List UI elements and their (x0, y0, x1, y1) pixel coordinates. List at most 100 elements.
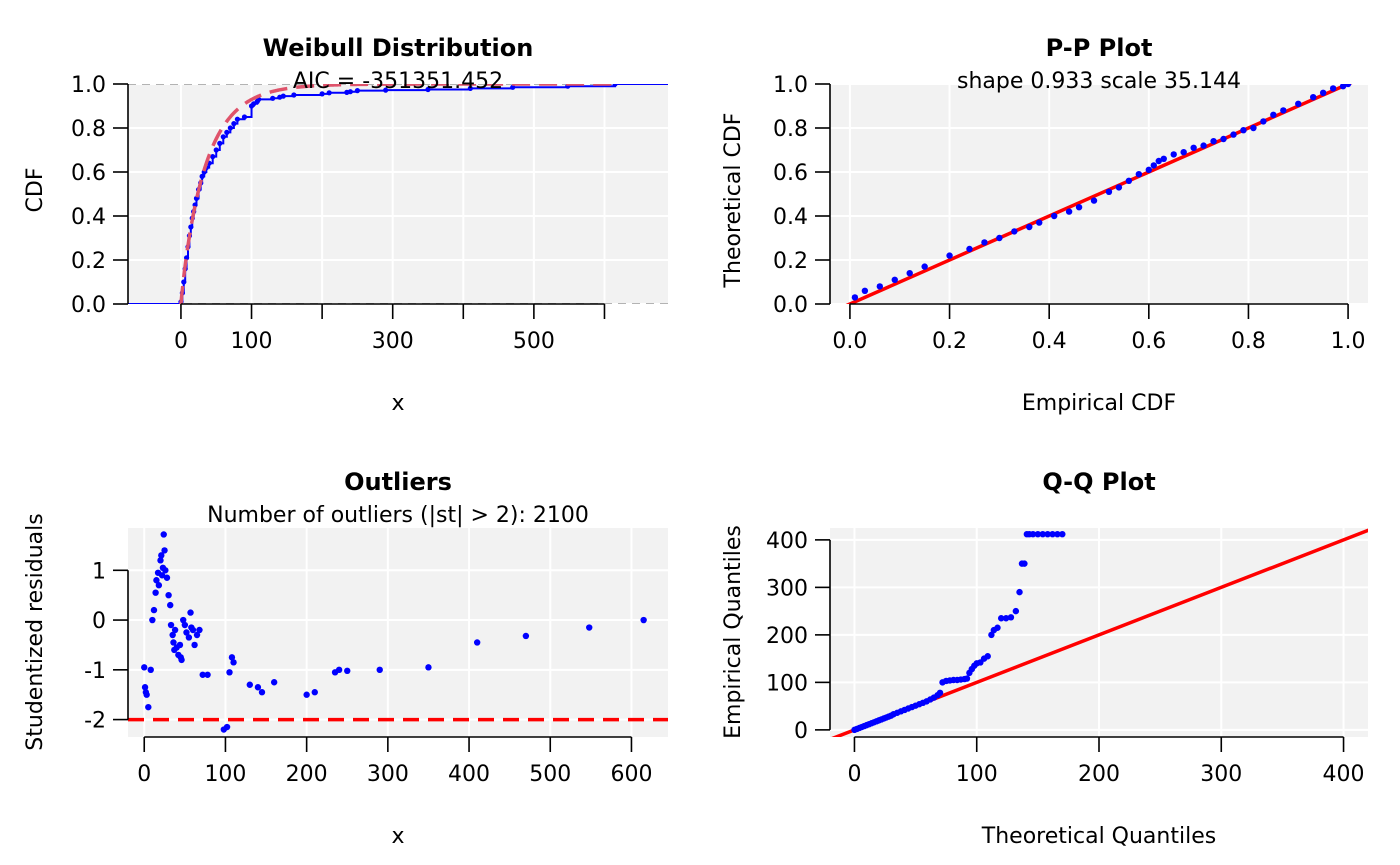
data-point (1065, 208, 1073, 215)
data-point (153, 577, 160, 584)
data-point (191, 641, 198, 649)
data-point (984, 653, 991, 660)
weibull-cdf-panel: 0 100 300 500 0.0 0.2 0.4 0.6 0.8 1.0 Weibull Dist… (23, 34, 668, 416)
data-point (169, 631, 176, 639)
data-point (1210, 138, 1217, 145)
y-tick-label: 0.8 (773, 117, 808, 142)
x-tick-label: 100 (231, 329, 273, 354)
qq-plot-panel: 0 100 200 300 400 0 100 200 300 400 Q-Q Plot Theore… (721, 468, 1368, 849)
data-point (1007, 614, 1015, 621)
data-point (1260, 118, 1267, 125)
x-tick-label: 0.2 (932, 329, 967, 354)
x-tick-label: 0 (847, 762, 861, 787)
data-point (1034, 530, 1042, 538)
x-tick-label: 300 (367, 762, 409, 787)
data-point (1011, 228, 1018, 235)
x-tick-label: 0 (174, 329, 188, 354)
reference-line (845, 84, 1353, 304)
data-point (1050, 212, 1058, 220)
axes: 0 100 200 300 400 0 100 200 300 400 (766, 529, 1365, 787)
empirical-cdf-point (347, 89, 353, 95)
y-tick-label: 1.0 (71, 73, 106, 98)
y-tick-label: 0.2 (773, 249, 808, 274)
data-point (149, 616, 156, 624)
y-axis-label: Studentized residuals (23, 513, 48, 750)
y-tick-label: 1 (92, 559, 106, 584)
x-tick-label: 100 (956, 762, 998, 787)
empirical-cdf-point (183, 255, 190, 261)
data-point (891, 276, 898, 283)
data-point (936, 689, 944, 697)
y-tick-label: 0.2 (71, 249, 106, 274)
data-point (1036, 219, 1043, 226)
data-point (1039, 530, 1046, 538)
data-point (223, 723, 231, 731)
empirical-cdf-point (217, 140, 223, 146)
data-point (178, 656, 185, 664)
x-tick-label: 400 (1323, 762, 1365, 787)
x-axis-label: x (391, 391, 404, 416)
data-point (1029, 530, 1037, 538)
data-point (376, 666, 383, 674)
data-point (1135, 171, 1143, 178)
y-tick-label: 0.4 (773, 205, 808, 230)
x-tick-label: 0.4 (1032, 329, 1067, 354)
data-point (193, 631, 201, 639)
data-point (1016, 588, 1023, 596)
data-point (160, 531, 167, 538)
data-point (1280, 107, 1287, 114)
axes: 0 100 300 500 0.0 0.2 0.4 0.6 0.8 1.0 (71, 73, 606, 354)
chart-subtitle: shape 0.933 scale 35.144 (957, 69, 1241, 94)
data-point (246, 681, 254, 688)
x-tick-label: 0 (137, 762, 151, 787)
chart-title: Outliers (344, 468, 452, 496)
x-tick-label: 0.0 (832, 329, 867, 354)
axes: 0.0 0.2 0.4 0.6 0.8 1.0 0.0 0.2 0.4 0.6 0.8 1.0 (773, 73, 1366, 354)
empirical-cdf-point (326, 90, 332, 96)
empirical-cdf-point (425, 86, 431, 93)
data-point (1115, 184, 1123, 191)
x-tick-label: 1.0 (1331, 329, 1366, 354)
data-point (335, 666, 343, 674)
data-point (183, 629, 190, 636)
data-point (851, 294, 859, 301)
y-tick-label: 0.6 (71, 161, 106, 186)
data-point (1090, 197, 1098, 204)
y-tick-label: 0 (92, 609, 106, 634)
data-point (150, 606, 158, 614)
y-axis-label: Empirical Quantiles (721, 525, 746, 739)
data-point (1250, 124, 1257, 132)
y-tick-label: 400 (766, 529, 808, 554)
data-point (1344, 84, 1352, 88)
data-point (141, 664, 148, 671)
x-tick-label: 0.8 (1231, 329, 1266, 354)
data-point (196, 626, 203, 634)
y-tick-label: 300 (766, 576, 808, 601)
empirical-cdf-point (612, 84, 618, 87)
data-point (1190, 144, 1197, 151)
data-point (344, 667, 351, 675)
plot-background (128, 528, 668, 737)
data-point (1180, 149, 1187, 156)
data-point (1105, 188, 1113, 195)
data-point (145, 703, 152, 711)
y-tick-label: 0.8 (71, 117, 106, 142)
y-tick-label: 0.0 (773, 293, 808, 318)
empirical-cdf-point (280, 93, 286, 99)
data-point (1059, 530, 1066, 538)
empirical-cdf-point (181, 279, 187, 285)
data-point (640, 616, 647, 624)
data-point (162, 567, 169, 574)
x-axis-label: Theoretical Quantiles (981, 824, 1216, 849)
x-tick-label: 100 (204, 762, 246, 787)
empirical-cdf-point (291, 92, 297, 98)
empirical-cdf-point (210, 154, 216, 160)
chart-title: Q-Q Plot (1042, 468, 1155, 496)
data-point (1049, 530, 1056, 538)
data-point (228, 654, 236, 661)
data-point (946, 252, 953, 259)
data-point (158, 572, 166, 579)
data-point (143, 691, 150, 698)
y-tick-label: 0.4 (71, 205, 106, 230)
data-point (966, 245, 973, 253)
